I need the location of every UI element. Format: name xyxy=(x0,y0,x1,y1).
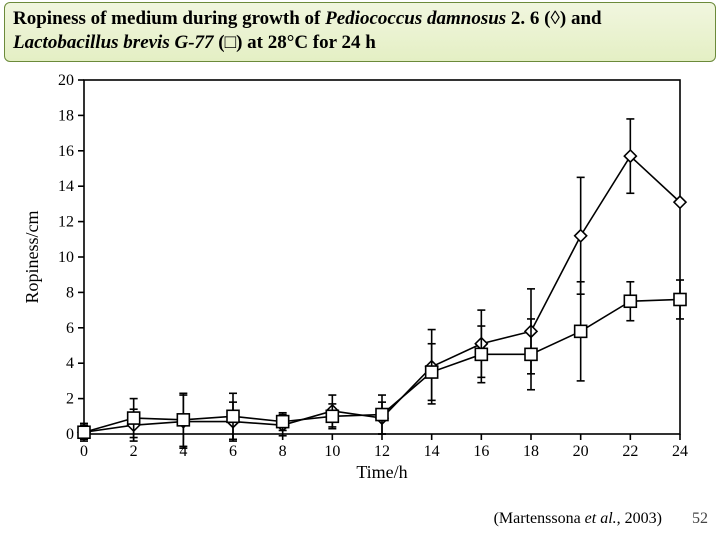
slide-title: Ropiness of medium during growth of Pedi… xyxy=(4,2,716,62)
svg-text:Time/h: Time/h xyxy=(356,462,407,482)
svg-text:2: 2 xyxy=(130,443,138,460)
svg-text:24: 24 xyxy=(672,443,688,460)
svg-text:12: 12 xyxy=(58,214,74,231)
svg-text:18: 18 xyxy=(58,107,74,124)
svg-text:10: 10 xyxy=(58,249,74,266)
svg-text:Ropiness/cm: Ropiness/cm xyxy=(22,211,42,304)
svg-text:6: 6 xyxy=(66,320,74,337)
svg-text:12: 12 xyxy=(374,443,390,460)
ropiness-chart: 02468101214161820024681012141618202224Ti… xyxy=(20,66,700,486)
svg-text:20: 20 xyxy=(573,443,589,460)
citation-suffix: , 2003) xyxy=(617,510,662,527)
svg-text:22: 22 xyxy=(622,443,638,460)
citation-prefix: (Martenssona xyxy=(494,510,585,527)
svg-text:0: 0 xyxy=(80,443,88,460)
svg-text:8: 8 xyxy=(279,443,287,460)
slide: Ropiness of medium during growth of Pedi… xyxy=(0,0,720,540)
svg-text:16: 16 xyxy=(473,443,489,460)
svg-text:14: 14 xyxy=(424,443,440,460)
svg-text:10: 10 xyxy=(324,443,340,460)
svg-text:2: 2 xyxy=(66,391,74,408)
citation: (Martenssona et al., 2003) xyxy=(494,510,662,528)
citation-italic: et al. xyxy=(585,510,617,527)
svg-text:8: 8 xyxy=(66,284,74,301)
svg-text:20: 20 xyxy=(58,72,74,89)
svg-text:0: 0 xyxy=(66,426,74,443)
page-number: 52 xyxy=(692,510,708,528)
svg-text:6: 6 xyxy=(229,443,237,460)
svg-text:4: 4 xyxy=(66,355,74,372)
svg-text:18: 18 xyxy=(523,443,539,460)
svg-text:16: 16 xyxy=(58,143,74,160)
svg-text:14: 14 xyxy=(58,178,74,195)
